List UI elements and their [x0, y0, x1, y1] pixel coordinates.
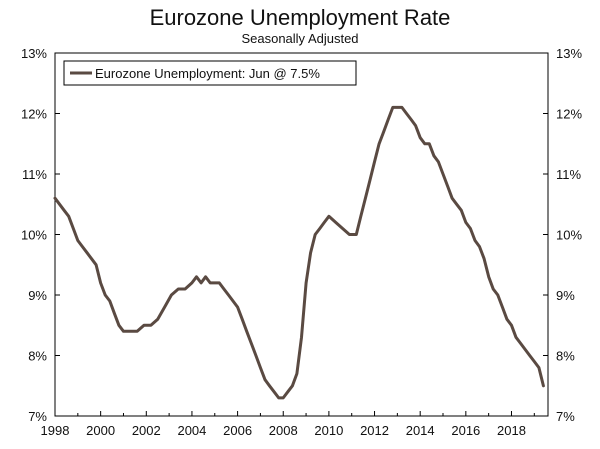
x-tick-label: 2018 — [497, 423, 526, 438]
y-left-tick-label: 8% — [28, 349, 47, 364]
y-right-tick-label: 9% — [556, 288, 575, 303]
y-left-tick-label: 7% — [28, 409, 47, 424]
legend-label: Eurozone Unemployment: Jun @ 7.5% — [95, 66, 320, 81]
x-tick-label: 2004 — [177, 423, 206, 438]
y-right-tick-label: 8% — [556, 349, 575, 364]
x-tick-label: 2014 — [406, 423, 435, 438]
legend-box — [63, 60, 357, 86]
y-right-tick-label: 10% — [556, 228, 582, 243]
chart-subtitle: Seasonally Adjusted — [241, 31, 358, 46]
x-tick-label: 2006 — [223, 423, 252, 438]
y-right-tick-label: 13% — [556, 46, 582, 61]
x-tick-label: 2008 — [269, 423, 298, 438]
y-right-tick-label: 7% — [556, 409, 575, 424]
series-layer — [53, 105, 545, 400]
x-axis: 1998 2000 2002 2004 2006 2008 2010 2012 2014 2016… — [41, 411, 535, 438]
y-axis-right: 13% 12% 11% 10% 9% 8% 7% — [543, 46, 582, 424]
x-tick-label: 2012 — [360, 423, 389, 438]
y-left-tick-label: 13% — [21, 46, 47, 61]
legend: Eurozone Unemployment: Jun @ 7.5% — [63, 60, 357, 86]
y-left-tick-label: 12% — [21, 107, 47, 122]
y-left-tick-label: 11% — [22, 167, 47, 182]
y-left-tick-label: 10% — [21, 228, 47, 243]
x-tick-label: 2010 — [314, 423, 343, 438]
x-tick-label: 2016 — [451, 423, 480, 438]
x-tick-label: 2002 — [132, 423, 161, 438]
chart-title: Eurozone Unemployment Rate — [150, 5, 451, 30]
y-right-tick-label: 11% — [556, 167, 581, 182]
y-right-tick-label: 12% — [556, 107, 582, 122]
series-line-unemployment — [53, 105, 545, 400]
x-tick-label: 1998 — [41, 423, 70, 438]
y-left-tick-label: 9% — [28, 288, 47, 303]
x-tick-label: 2000 — [86, 423, 115, 438]
y-axis-left: 13% 12% 11% 10% 9% 8% 7% — [21, 46, 60, 424]
